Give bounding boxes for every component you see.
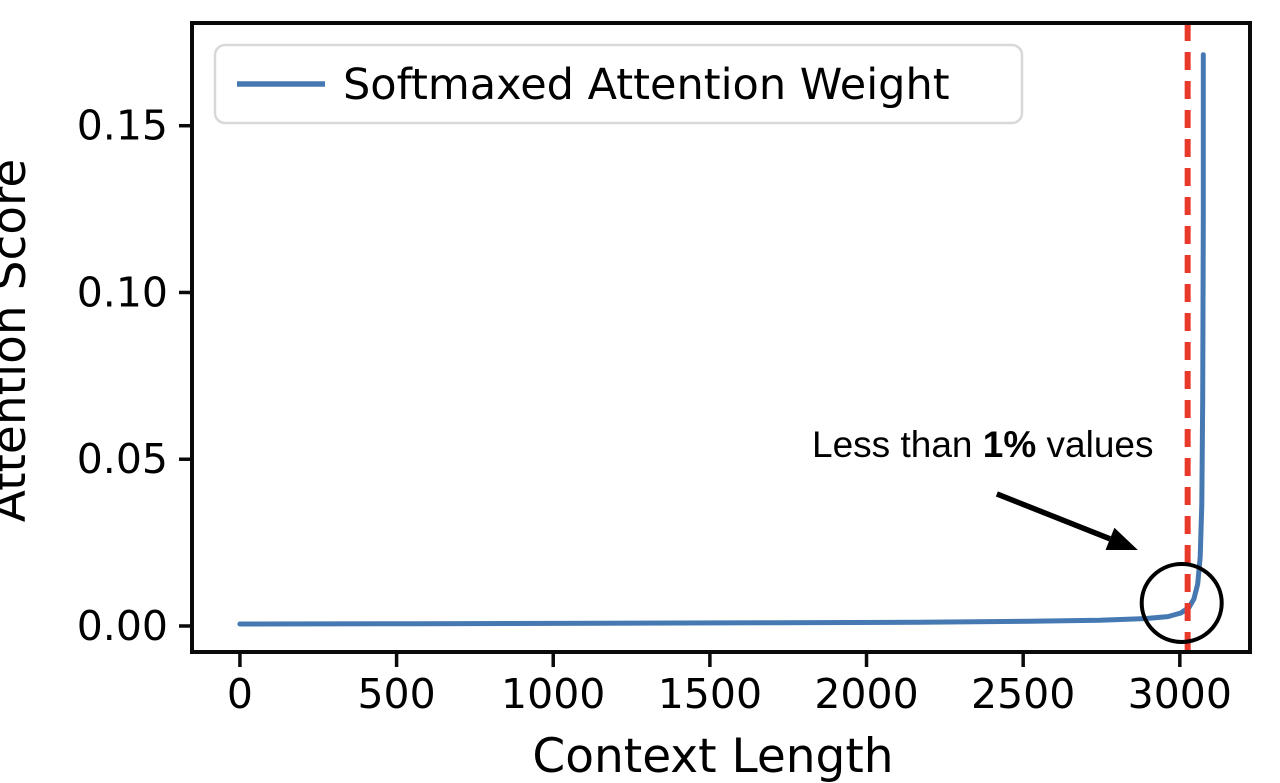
plot-frame: [190, 21, 1252, 654]
x-axis-label: Context Length: [532, 729, 893, 783]
annotation-arrow-head: [1105, 527, 1138, 551]
y-tick-label: 0.05: [77, 435, 168, 483]
y-tick-label: 0.15: [77, 102, 168, 150]
legend-label: Softmaxed Attention Weight: [343, 60, 950, 110]
attention-weight-line: [237, 52, 1206, 627]
legend-box: [213, 43, 1024, 125]
annotation-text: Less than 1% values: [812, 424, 1153, 465]
x-tick-label: 500: [357, 670, 435, 718]
y-tick-label: 0.10: [77, 268, 168, 316]
x-tick-label: 1500: [658, 670, 762, 718]
x-tick-label: 0: [227, 670, 253, 718]
highlight-circle: [1139, 561, 1224, 644]
y-axis-label: Attention Score: [0, 159, 37, 523]
x-tick-label: 1000: [501, 670, 605, 718]
annotation-arrow-shaft: [995, 491, 1111, 542]
y-tick-label: 0.00: [77, 602, 168, 650]
x-tick-label: 2500: [971, 670, 1075, 718]
x-tick-label: 3000: [1128, 670, 1232, 718]
x-tick-label: 2000: [814, 670, 918, 718]
